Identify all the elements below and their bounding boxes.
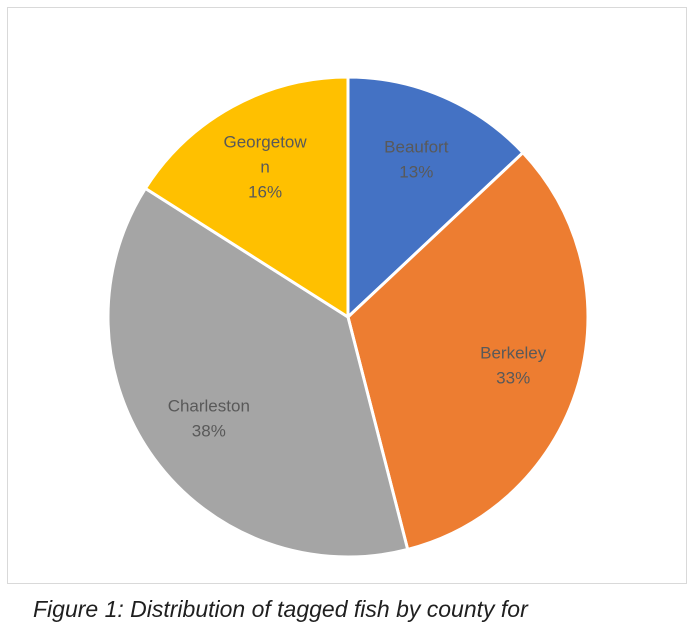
- slice-category-berkeley: Berkeley: [480, 344, 547, 363]
- slice-percent-berkeley: 33%: [496, 369, 530, 388]
- slice-label-georgetown: Georgetow n 16%: [224, 132, 308, 201]
- pie-slice-berkeley: [346, 151, 590, 551]
- slice-category-charleston: Charleston: [168, 397, 250, 416]
- slice-category-beaufort: Beaufort: [384, 138, 449, 157]
- slice-category-georgetown: n: [260, 157, 269, 176]
- slice-category-georgetown: Georgetow: [224, 132, 308, 151]
- figure-caption: Figure 1: Distribution of tagged fish by…: [33, 596, 528, 622]
- pie-slice-beaufort: [346, 75, 525, 319]
- pie-slice-charleston: [106, 186, 410, 559]
- pie-chart: Beaufort 13% Berkeley 33% Charleston 38% Georg…: [106, 75, 590, 559]
- slice-percent-georgetown: 16%: [248, 182, 282, 201]
- chart-frame-edge: [650, 583, 687, 585]
- slice-percent-beaufort: 13%: [399, 163, 433, 182]
- slice-percent-charleston: 38%: [192, 422, 226, 441]
- slice-label-charleston: Charleston 38%: [168, 397, 250, 441]
- slice-label-berkeley: Berkeley 33%: [480, 344, 547, 388]
- slice-label-beaufort: Beaufort 13%: [384, 138, 449, 182]
- pie-slice-georgetown: [143, 75, 350, 319]
